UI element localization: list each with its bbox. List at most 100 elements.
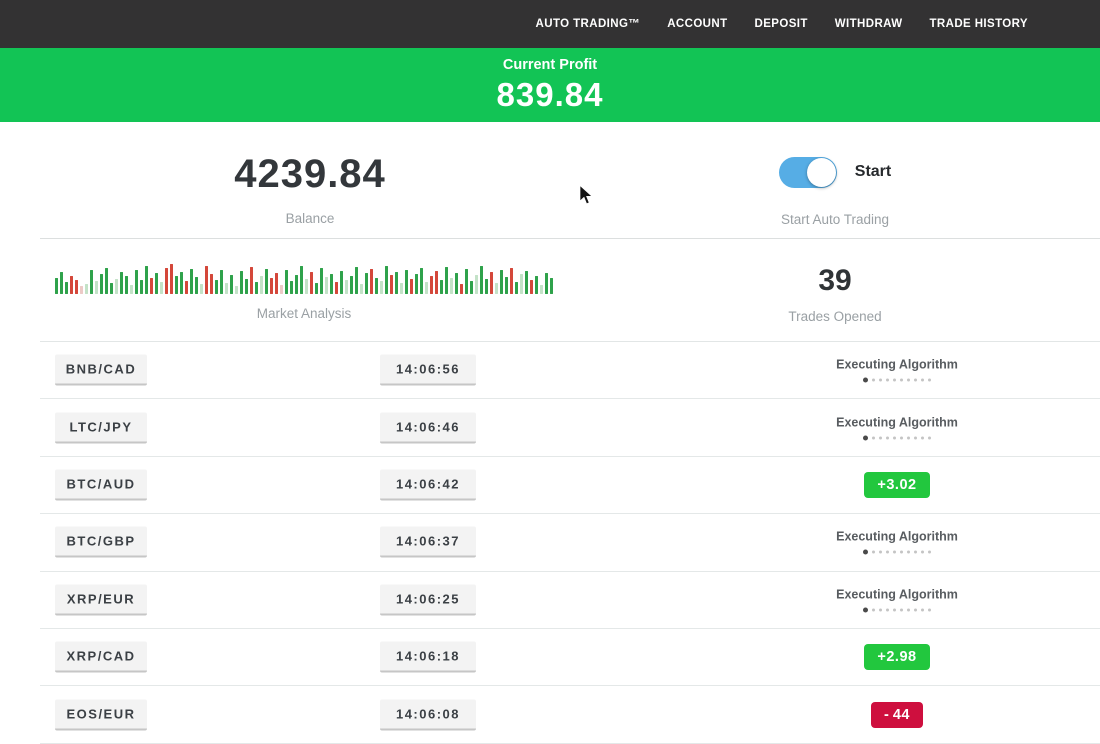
time-chip: 14:06:56 [380, 354, 476, 386]
trade-row: BTC/GBP 14:06:37 Executing Algorithm [40, 514, 1100, 572]
market-bar [65, 282, 68, 294]
market-bar [540, 285, 543, 294]
trade-row: XRP/EUR 14:06:25 Executing Algorithm [40, 572, 1100, 629]
market-bar [475, 275, 478, 294]
result-sign: + [877, 476, 887, 493]
market-bar [340, 271, 343, 294]
result-value: 3.02 [886, 476, 917, 493]
market-bar [230, 275, 233, 294]
market-bar [365, 273, 368, 294]
market-bar [75, 280, 78, 294]
market-bar [515, 282, 518, 294]
market-bar [195, 277, 198, 294]
auto-trading-toggle[interactable] [778, 156, 837, 188]
trade-status-cell: Executing Algorithm [782, 358, 1012, 383]
executing-block: Executing Algorithm [782, 358, 1012, 383]
market-bar [165, 268, 168, 294]
trade-status-cell: + 2.98 [782, 644, 1012, 671]
executing-block: Executing Algorithm [782, 530, 1012, 555]
trade-row: EOS/EUR 14:06:08 - 44 [40, 686, 1100, 744]
toggle-start-label: Start [854, 163, 892, 180]
market-bar [280, 285, 283, 294]
market-bar [445, 267, 448, 294]
market-bar [90, 270, 93, 294]
time-chip: 14:06:18 [380, 641, 476, 673]
nav-item[interactable]: ACCOUNT [667, 18, 728, 30]
progress-dots [782, 377, 1012, 383]
market-bar [160, 282, 163, 294]
nav-item[interactable]: TRADE HISTORY [929, 18, 1028, 30]
market-bar [465, 269, 468, 294]
trades-opened-block: 39 Trades Opened [620, 264, 1100, 341]
balance-value: 4239.84 [234, 152, 386, 196]
market-bar [305, 279, 308, 294]
pair-chip: BTC/AUD [55, 469, 147, 501]
market-bar [155, 273, 158, 294]
market-bar [310, 272, 313, 294]
time-chip: 14:06:25 [380, 584, 476, 616]
executing-label: Executing Algorithm [836, 587, 958, 602]
result-sign: - [884, 706, 890, 723]
pair-chip: XRP/CAD [55, 641, 147, 673]
nav-item[interactable]: WITHDRAW [834, 18, 903, 30]
account-summary: 4239.84 Balance Start Start Auto Trading [0, 122, 1100, 238]
market-bar [440, 280, 443, 294]
market-bar [410, 279, 413, 294]
market-bar [270, 278, 273, 294]
result-badge: - 44 [871, 701, 923, 728]
market-bar [530, 280, 533, 294]
toggle-caption: Start Auto Trading [780, 212, 890, 227]
market-bar [220, 270, 223, 294]
market-analysis-label: Market Analysis [256, 306, 352, 321]
market-bar [545, 273, 548, 294]
market-bar [100, 274, 103, 294]
result-badge: + 2.98 [864, 644, 930, 671]
market-bar [455, 273, 458, 294]
market-bar [215, 280, 218, 294]
time-chip: 14:06:42 [380, 469, 476, 501]
executing-block: Executing Algorithm [782, 587, 1012, 613]
market-bar [335, 282, 338, 294]
executing-label: Executing Algorithm [836, 357, 958, 372]
market-bar [350, 276, 353, 294]
market-bar [105, 268, 108, 294]
executing-block: Executing Algorithm [782, 415, 1012, 441]
market-bar [345, 280, 348, 294]
result-sign: + [877, 649, 887, 666]
market-bar [150, 278, 153, 294]
market-bar [390, 275, 393, 294]
market-analysis-block: Market Analysis [55, 264, 553, 341]
market-bar [265, 269, 268, 294]
market-bar [85, 284, 88, 294]
result-badge: + 3.02 [864, 471, 930, 498]
market-bar [290, 281, 293, 294]
market-bar [275, 273, 278, 294]
market-bar [480, 266, 483, 294]
pair-chip: BNB/CAD [55, 354, 147, 386]
market-bar [210, 274, 213, 294]
market-bar [175, 276, 178, 294]
market-bar [435, 271, 438, 294]
market-bar [360, 284, 363, 294]
progress-dots [782, 435, 1012, 441]
time-chip: 14:06:37 [380, 526, 476, 558]
toggle-knob-icon [806, 157, 836, 187]
market-bar [385, 266, 388, 294]
time-chip: 14:06:08 [380, 699, 476, 731]
result-value: 44 [892, 706, 910, 723]
market-bar [315, 283, 318, 294]
nav-item[interactable]: AUTO TRADING™ [535, 18, 641, 30]
market-bar [115, 279, 118, 294]
nav-item[interactable]: DEPOSIT [754, 18, 808, 30]
market-bar [320, 268, 323, 294]
market-analysis-chart [55, 264, 553, 294]
market-bar [380, 281, 383, 294]
market-bar [245, 279, 248, 294]
market-bar [330, 274, 333, 294]
market-bar [400, 283, 403, 294]
time-chip: 14:06:46 [380, 412, 476, 444]
market-bar [80, 286, 83, 294]
market-bar [300, 266, 303, 294]
market-bar [55, 278, 58, 294]
market-bar [490, 272, 493, 294]
